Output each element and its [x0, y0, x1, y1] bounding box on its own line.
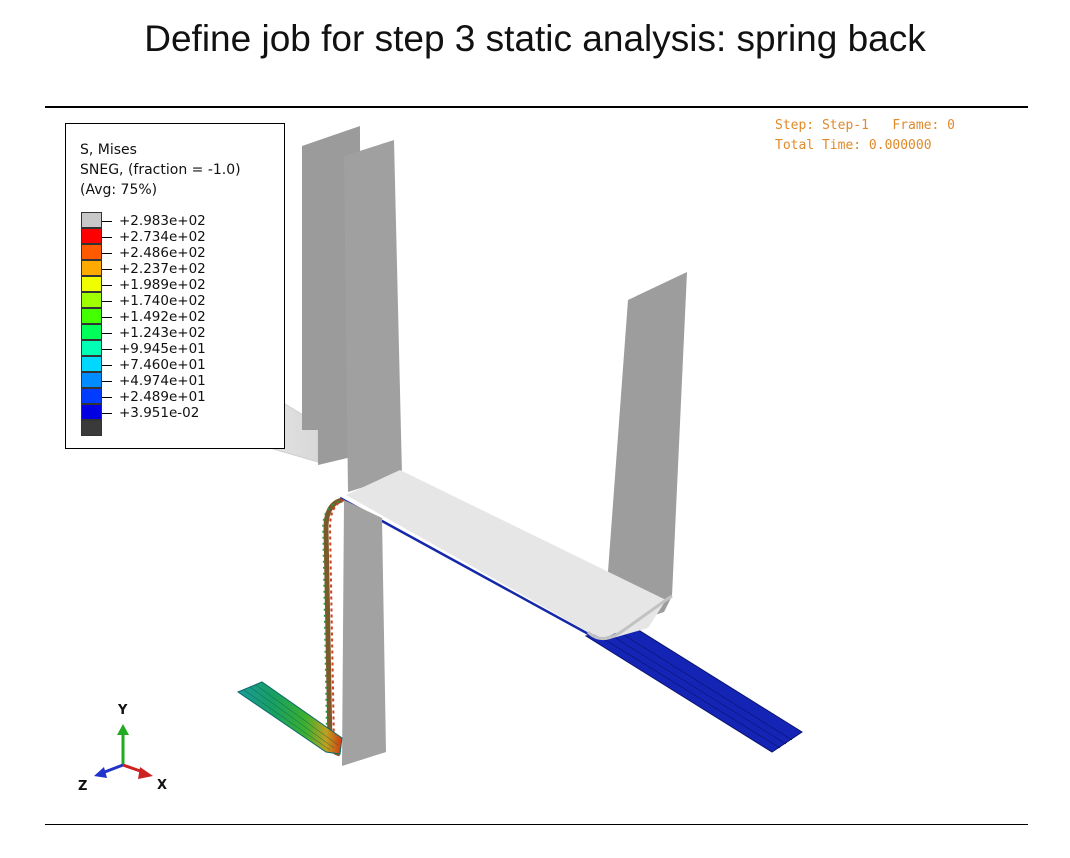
legend-value: +1.740e+02 — [119, 293, 206, 309]
legend-value: +2.237e+02 — [119, 261, 206, 277]
top-divider — [45, 106, 1028, 108]
legend-value: +2.734e+02 — [119, 229, 206, 245]
legend-swatch — [81, 276, 102, 292]
strip-mesh-lines — [243, 684, 339, 751]
top-web — [346, 470, 666, 640]
legend-swatch — [81, 340, 102, 356]
legend-swatch — [81, 372, 102, 388]
y-axis-label: Y — [117, 703, 128, 718]
legend-value: +2.983e+02 — [119, 213, 206, 229]
legend-value: +4.974e+01 — [119, 373, 206, 389]
legend-tick — [102, 237, 112, 238]
total-time-status: Total Time: 0.000000 — [775, 138, 932, 153]
legend-value: +2.489e+01 — [119, 389, 206, 405]
legend-swatch — [81, 244, 102, 260]
legend-value: +9.945e+01 — [119, 341, 206, 357]
legend-value: +2.486e+02 — [119, 245, 206, 261]
bottom-divider — [45, 824, 1028, 825]
legend-value: +1.492e+02 — [119, 309, 206, 325]
legend-tick — [102, 221, 112, 222]
legend-swatch — [81, 308, 102, 324]
legend-swatch — [81, 260, 102, 276]
legend-swatch — [81, 356, 102, 372]
orientation-triad: Y Z X — [78, 703, 167, 794]
bend-profile-hi — [328, 499, 345, 746]
web-right-bend — [586, 594, 673, 640]
x-axis-label: X — [157, 778, 167, 793]
blank-holder-plate — [584, 625, 803, 753]
step-frame-status: Step: Step-1 Frame: 0 — [775, 118, 956, 133]
legend-variable: S, Mises — [80, 142, 137, 158]
front-wall — [342, 500, 386, 766]
legend-swatch — [81, 404, 102, 420]
legend-tick — [102, 269, 112, 270]
upright-wall-right — [604, 272, 687, 628]
legend-value: +1.243e+02 — [119, 325, 206, 341]
punch-wall-right — [344, 140, 402, 492]
legend-tick — [102, 397, 112, 398]
z-axis-label: Z — [78, 779, 87, 794]
legend-tick — [102, 381, 112, 382]
bottom-flange-strip — [236, 681, 343, 755]
legend-averaging: (Avg: 75%) — [80, 182, 158, 198]
slide-title: Define job for step 3 static analysis: s… — [144, 18, 926, 59]
legend-tick — [102, 253, 112, 254]
z-axis-arrow — [101, 763, 124, 775]
legend-tick — [102, 365, 112, 366]
legend-tick — [102, 317, 112, 318]
legend-value: +1.989e+02 — [119, 277, 206, 293]
legend-swatch — [81, 212, 102, 228]
legend-tick — [102, 349, 112, 350]
legend-value: +7.460e+01 — [119, 357, 206, 373]
contour-legend: S, Mises SNEG, (fraction = -1.0) (Avg: 7… — [65, 123, 285, 449]
legend-value: +3.951e-02 — [119, 405, 200, 421]
legend-tick — [102, 301, 112, 302]
legend-swatch — [81, 292, 102, 308]
legend-tick — [102, 285, 112, 286]
model-viewport[interactable]: Y Z X — [46, 108, 1028, 824]
legend-swatch — [81, 228, 102, 244]
legend-swatch-bottom — [81, 420, 102, 436]
legend-tick — [102, 333, 112, 334]
bend-profile — [323, 497, 343, 757]
plate-mesh-lines — [595, 629, 793, 749]
legend-tick — [102, 413, 112, 414]
legend-section: SNEG, (fraction = -1.0) — [80, 162, 241, 178]
legend-swatch — [81, 324, 102, 340]
legend-swatch — [81, 388, 102, 404]
